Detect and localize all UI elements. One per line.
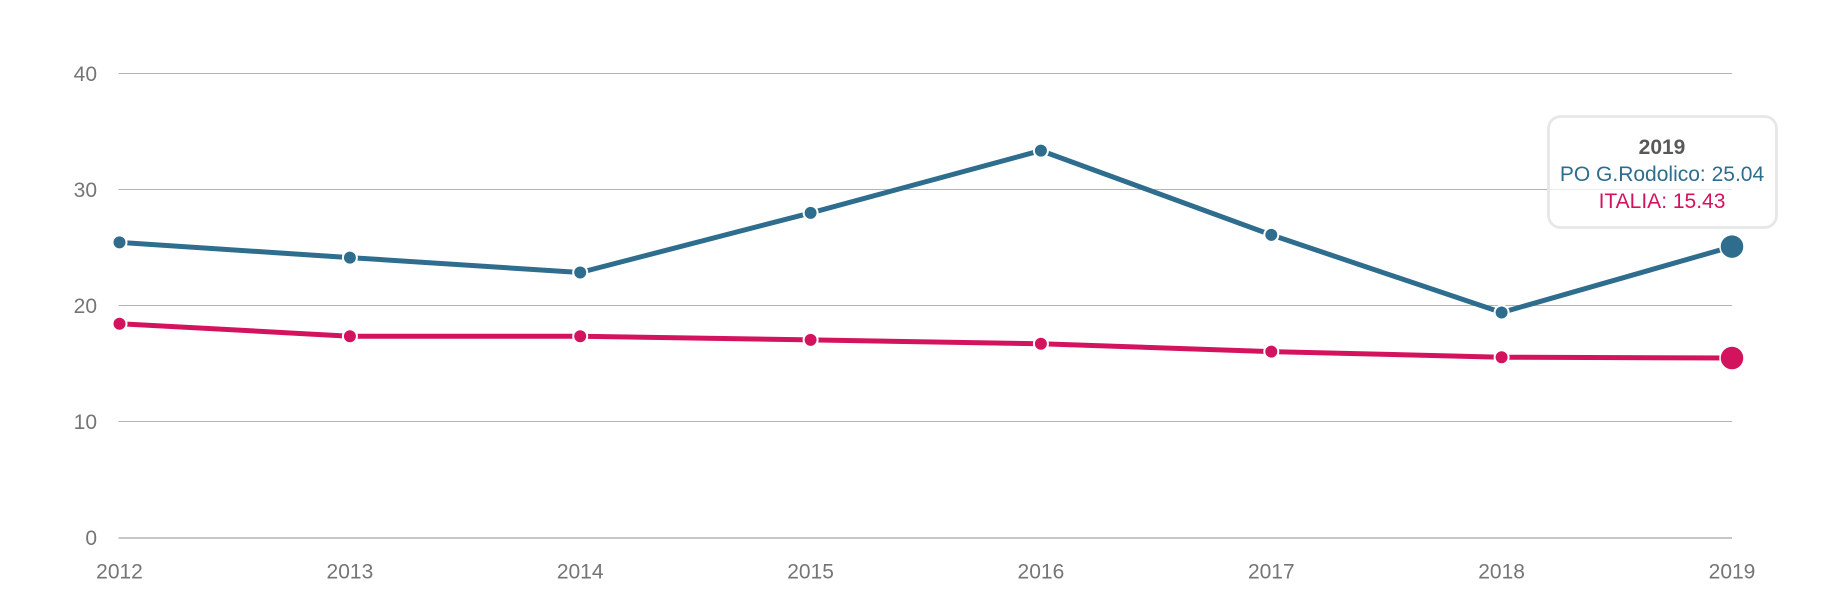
svg-text:2017: 2017: [1248, 561, 1295, 584]
svg-text:2014: 2014: [557, 561, 604, 584]
svg-text:0: 0: [85, 527, 97, 550]
svg-text:30: 30: [74, 179, 97, 202]
svg-text:40: 40: [74, 63, 97, 86]
svg-text:2015: 2015: [787, 561, 834, 584]
svg-text:2018: 2018: [1478, 561, 1525, 584]
svg-text:2019: 2019: [1709, 561, 1756, 584]
svg-text:2013: 2013: [327, 561, 374, 584]
svg-text:2012: 2012: [96, 561, 143, 584]
svg-text:2016: 2016: [1018, 561, 1065, 584]
svg-text:20: 20: [74, 295, 97, 318]
svg-text:2019: 2019: [1639, 136, 1686, 159]
svg-text:ITALIA: 15.43: ITALIA: 15.43: [1599, 190, 1726, 213]
svg-text:PO G.Rodolico: 25.04: PO G.Rodolico: 25.04: [1560, 163, 1765, 186]
svg-text:10: 10: [74, 411, 97, 434]
